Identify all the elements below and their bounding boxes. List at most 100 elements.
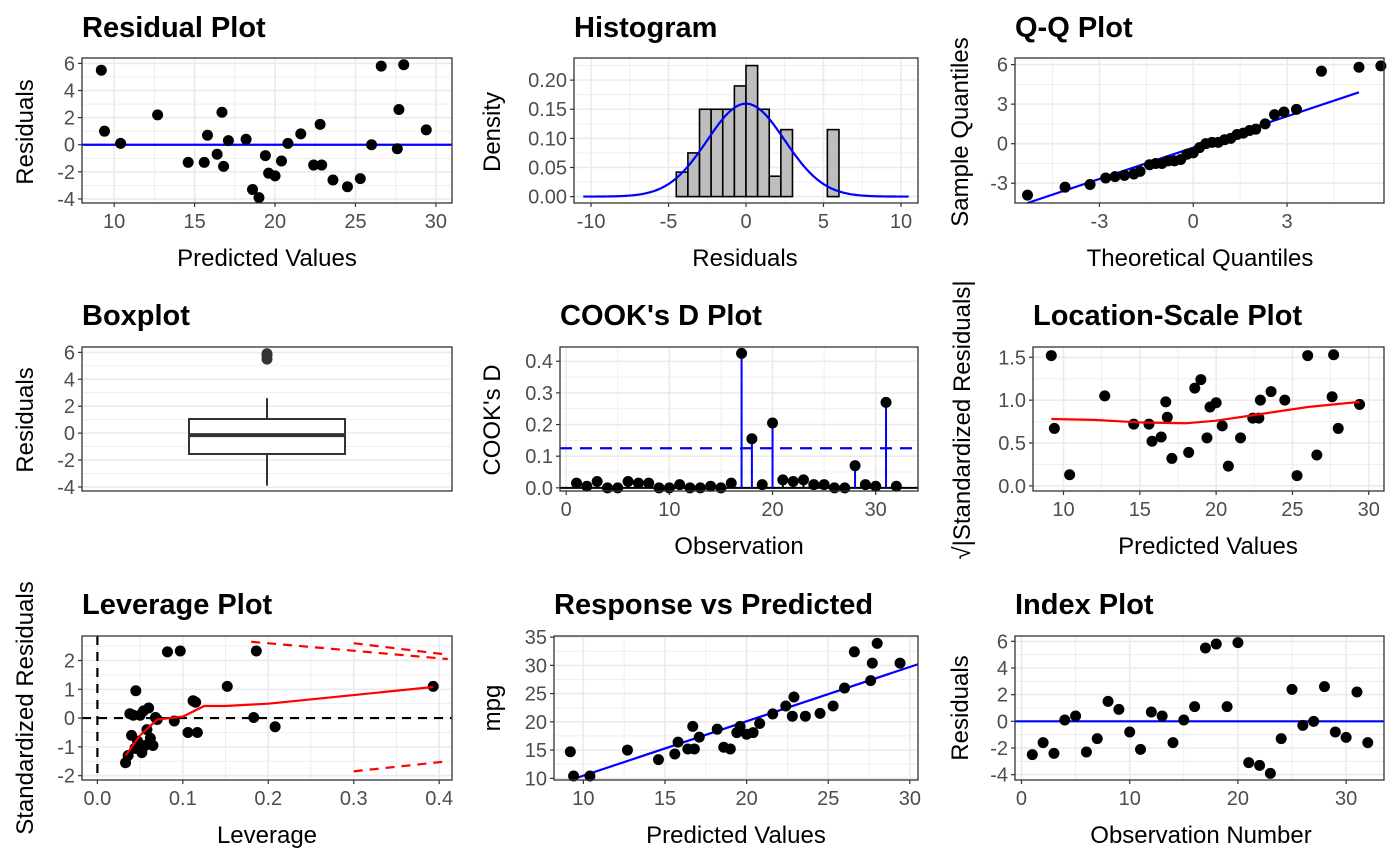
index-data-point: [1232, 637, 1244, 649]
response-data-point: [652, 754, 664, 766]
boxplot-panel: Boxplot Residuals: [12, 300, 190, 473]
locscale-data-point: [1166, 452, 1178, 464]
locscale-data-point: [1332, 422, 1344, 434]
histogram-bar: [721, 108, 736, 198]
histogram-ytick-label: 0.10: [528, 128, 567, 150]
histogram-xtick-label: 10: [890, 211, 912, 233]
response-data-point: [754, 718, 766, 730]
location-scale-ylabel: √|Standardized Residuals|: [949, 280, 976, 559]
cooks-plot-area: 0.0 0.1 0.2 0.3 0.4 0 10 20 30: [525, 346, 919, 521]
locscale-data-point: [1291, 470, 1303, 482]
residual-data-point: [269, 170, 281, 182]
location-scale-title: Location-Scale Plot: [1033, 300, 1302, 332]
locscale-data-point: [1265, 386, 1277, 398]
index-data-point: [1102, 695, 1114, 707]
residual-ytick-label: 2: [64, 108, 75, 130]
leverage-data-point: [182, 726, 194, 738]
index-data-point: [1297, 719, 1309, 731]
residual-data-point: [201, 129, 213, 141]
qq-data-point: [1259, 118, 1271, 130]
qq-data-point: [1109, 171, 1121, 183]
response-xtick-label: 30: [899, 788, 921, 810]
leverage-xtick-label: 0.4: [425, 788, 453, 810]
locscale-xtick-label: 30: [1358, 499, 1380, 521]
leverage-data-point: [250, 645, 262, 657]
locscale-panel-border: [1032, 346, 1385, 492]
leverage-ytick-label: -1: [57, 737, 75, 759]
leverage-data-point: [190, 696, 202, 708]
index-xtick-label: 20: [1227, 788, 1249, 810]
response-data-point: [584, 770, 596, 782]
cooks-ytick-label: 0.4: [525, 351, 553, 373]
residual-plot-title: Residual Plot: [82, 12, 266, 44]
qq-ytick-label: 0: [997, 134, 1008, 156]
leverage-data-point: [122, 750, 134, 762]
residual-data-point: [295, 128, 307, 140]
qq-data-point: [1353, 61, 1365, 73]
histogram-ytick-label: 0.20: [528, 70, 567, 92]
qq-ytick-label: 3: [997, 94, 1008, 116]
response-data-point: [780, 700, 792, 712]
response-ytick-label: 30: [525, 655, 547, 677]
histogram-panel-border: [573, 57, 919, 204]
residual-data-point: [375, 60, 387, 72]
cooks-xtick-label: 10: [658, 499, 680, 521]
leverage-xtick-label: 0.0: [83, 788, 111, 810]
leverage-xtick-label: 0.3: [340, 788, 368, 810]
residual-data-point: [198, 156, 210, 168]
cooks-data-point: [818, 479, 830, 491]
locscale-data-point: [1279, 394, 1291, 406]
qq-ytick-label: 6: [997, 55, 1008, 77]
response-data-point: [786, 710, 798, 722]
qq-plot-ylabel: Sample Quantiles: [947, 37, 974, 226]
response-data-point: [711, 723, 723, 735]
locscale-data-point: [1201, 432, 1213, 444]
leverage-plot-ylabel: Standardized Residuals: [12, 581, 39, 835]
cooks-ytick-label: 0.3: [525, 383, 553, 405]
histogram-xtick-label: -5: [660, 211, 678, 233]
residual-data-point: [316, 159, 328, 171]
index-data-point: [1091, 733, 1103, 745]
locscale-xtick-label: 15: [1129, 499, 1151, 521]
response-data-point: [871, 637, 883, 649]
index-data-point: [1037, 737, 1049, 749]
qq-plot-title: Q-Q Plot: [1015, 12, 1133, 44]
cooks-data-point: [632, 477, 644, 489]
response-xtick-label: 25: [817, 788, 839, 810]
cooks-data-point: [849, 460, 861, 472]
index-plot-xlabel: Observation Number: [1090, 822, 1311, 849]
response-ytick-label: 20: [525, 712, 547, 734]
cooks-d-ylabel: COOK's D: [479, 364, 506, 475]
index-plot-area: -4 -2 0 2 4 6 0 10 20 30: [990, 631, 1385, 810]
locscale-data-point: [1189, 382, 1201, 394]
locscale-data-point: [1146, 435, 1158, 447]
index-data-point: [1135, 743, 1147, 755]
residual-plot-panel: Residual Plot Predicted Values Residuals: [12, 12, 357, 272]
boxplot-ylabel: Residuals: [12, 367, 39, 472]
locscale-ytick-label: 1.0: [998, 390, 1026, 412]
index-data-point: [1145, 706, 1157, 718]
cooks-data-point: [777, 474, 789, 486]
qq-data-point: [1375, 60, 1387, 72]
qq-data-point: [1100, 172, 1112, 184]
leverage-cook-contour: [251, 640, 448, 661]
response-xtick-label: 20: [735, 788, 757, 810]
locscale-data-point: [1354, 398, 1366, 410]
residual-xtick-label: 15: [183, 211, 205, 233]
locscale-data-point: [1216, 420, 1228, 432]
leverage-cook-contour: [353, 760, 448, 773]
response-reference-line: [569, 663, 919, 782]
boxplot-ytick-label: -2: [57, 450, 75, 472]
leverage-ytick-label: 0: [64, 708, 75, 730]
residual-data-point: [327, 174, 339, 186]
response-ytick-label: 25: [525, 684, 547, 706]
cooks-xtick-label: 30: [865, 499, 887, 521]
boxplot-title: Boxplot: [82, 300, 190, 332]
histogram-xtick-label: 0: [740, 211, 751, 233]
response-data-point: [724, 743, 736, 755]
residual-ytick-label: 0: [64, 135, 75, 157]
index-ytick-label: -2: [990, 738, 1008, 760]
boxplot-panel-border: [81, 346, 453, 492]
index-ytick-label: 6: [997, 631, 1008, 653]
response-data-point: [848, 646, 860, 658]
